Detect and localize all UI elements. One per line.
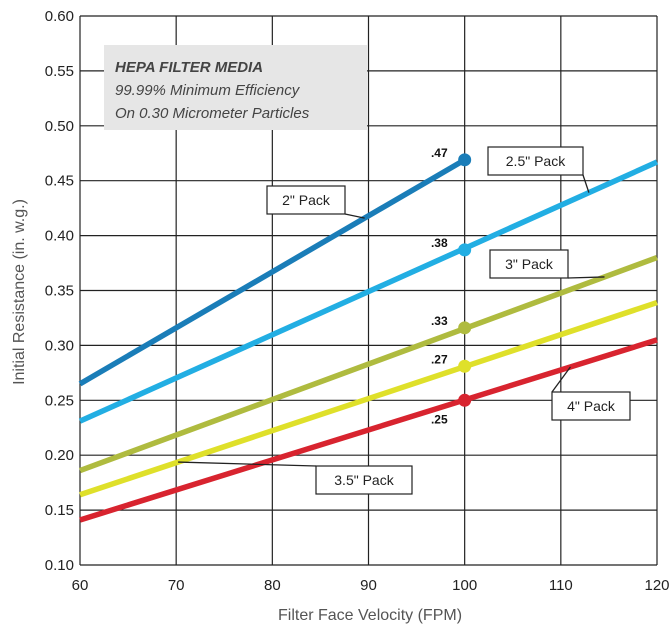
series-line xyxy=(79,337,658,523)
data-label: .38 xyxy=(431,236,448,250)
x-tick-label: 120 xyxy=(644,577,669,594)
callout-box xyxy=(487,146,584,176)
callout-leader xyxy=(582,174,590,193)
x-tick-label: 60 xyxy=(72,577,89,594)
y-tick-label: 0.15 xyxy=(45,502,74,519)
callout-leader xyxy=(567,276,605,279)
series-line xyxy=(78,159,659,424)
annotation-line-1: 99.99% Minimum Efficiency xyxy=(115,82,301,99)
callout-leader xyxy=(178,461,317,467)
series-line xyxy=(78,157,467,387)
data-label: .25 xyxy=(431,412,448,426)
x-tick-label: 80 xyxy=(264,577,281,594)
y-tick-label: 0.45 xyxy=(45,173,74,190)
series-marker xyxy=(458,321,472,335)
data-label: .47 xyxy=(431,146,448,160)
callout-box xyxy=(489,249,569,279)
series-line xyxy=(79,299,658,498)
callout-box xyxy=(315,465,413,495)
x-tick-label: 70 xyxy=(168,577,185,594)
data-label: .27 xyxy=(431,352,448,366)
callout-leader xyxy=(344,213,365,219)
data-label: .33 xyxy=(431,314,448,328)
y-tick-label: 0.20 xyxy=(45,447,74,464)
callout-leader xyxy=(551,366,571,393)
series-layer: .47 .38 .33 .27 .25 xyxy=(78,146,659,523)
series-name-label: 3.5" Pack xyxy=(334,472,394,488)
annotation-title: HEPA FILTER MEDIA xyxy=(115,59,263,76)
series-name-label: 2.5" Pack xyxy=(506,153,566,169)
y-axis-title: Initial Resistance (in. w.g.) xyxy=(11,199,28,385)
x-tick-label: 90 xyxy=(360,577,377,594)
series-name-label: 4" Pack xyxy=(567,398,616,414)
annotation-background xyxy=(104,45,367,130)
x-tick-label: 100 xyxy=(452,577,477,594)
callout-box xyxy=(266,185,346,215)
annotation-line-2: On 0.30 Micrometer Particles xyxy=(115,105,310,122)
x-axis-title: Filter Face Velocity (FPM) xyxy=(278,607,462,624)
series-marker xyxy=(458,359,472,373)
y-tick-label: 0.60 xyxy=(45,8,74,25)
series-line xyxy=(79,254,658,474)
callout-box xyxy=(551,391,631,421)
y-tick-label: 0.40 xyxy=(45,228,74,245)
y-tick-label: 0.25 xyxy=(45,392,74,409)
y-tick-label: 0.35 xyxy=(45,283,74,300)
series-marker xyxy=(458,243,472,257)
series-name-label: 2" Pack xyxy=(282,192,331,208)
annotation-box: HEPA FILTER MEDIA 99.99% Minimum Efficie… xyxy=(104,45,367,130)
callouts: 2" Pack 2.5" Pack 3" Pack 3.5" Pack 4" Pack xyxy=(178,146,631,495)
x-tick-label: 110 xyxy=(549,577,573,594)
y-tick-label: 0.30 xyxy=(45,337,74,354)
series-name-label: 3" Pack xyxy=(505,256,554,272)
y-tick-label: 0.55 xyxy=(45,63,74,80)
series-marker xyxy=(458,153,472,167)
y-tick-label: 0.10 xyxy=(45,557,74,574)
y-tick-label: 0.50 xyxy=(45,118,74,135)
series-marker xyxy=(458,393,472,407)
tick-labels: 60 70 80 90 100 110 120 0.10 0.15 0.20 0.25 0.30 0.3… xyxy=(45,8,670,594)
